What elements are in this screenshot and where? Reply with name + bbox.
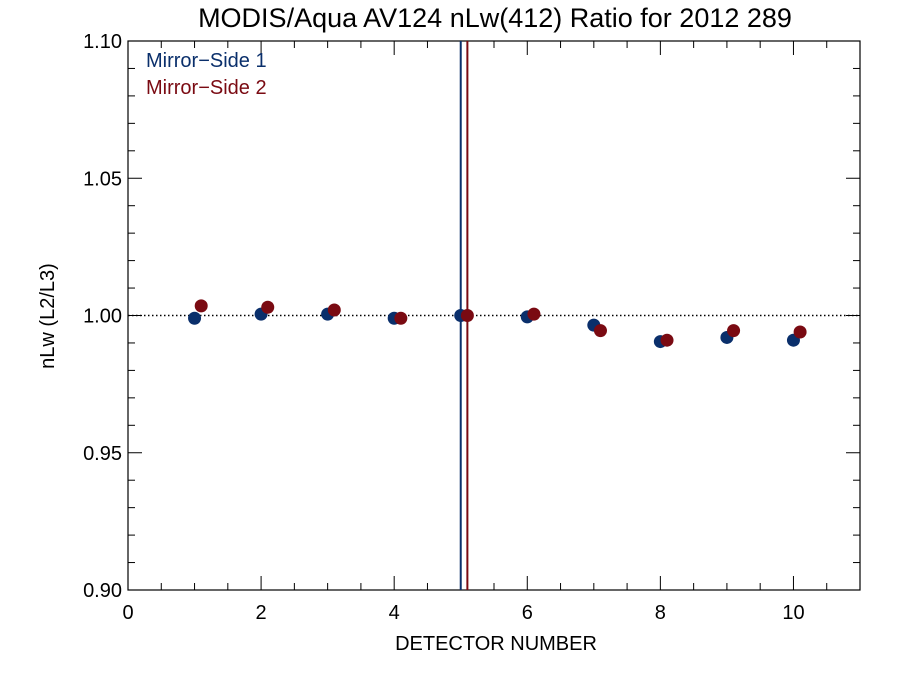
data-point-series-2 [460, 309, 474, 322]
data-point-series-2 [261, 300, 275, 314]
data-point-series-2 [327, 303, 341, 317]
x-tick-label: 4 [389, 602, 400, 624]
plot-frame [127, 40, 861, 591]
y-axis-label: nLw (L2/L3) [37, 263, 59, 369]
data-point-series-2 [593, 324, 607, 338]
y-tick-label: 1.05 [83, 168, 122, 190]
x-tick-label: 2 [256, 602, 267, 624]
data-points [188, 299, 807, 349]
data-point-series-2 [194, 299, 208, 313]
x-tick-label: 8 [655, 602, 666, 624]
legend-entry: Mirror−Side 2 [146, 77, 267, 99]
legend: Mirror−Side 1 Mirror−Side 2 [146, 50, 267, 99]
y-tick-label: 0.90 [83, 580, 122, 602]
data-point-series-1 [188, 311, 202, 325]
x-tick-label: 6 [522, 602, 533, 624]
y-tick-label: 1.10 [83, 31, 122, 53]
data-point-series-2 [793, 325, 807, 339]
legend-entry: Mirror−Side 1 [146, 50, 267, 72]
data-point-series-2 [394, 311, 408, 325]
data-point-series-2 [527, 307, 541, 321]
data-point-series-2 [727, 324, 741, 338]
x-axis-label: DETECTOR NUMBER [395, 633, 597, 655]
ticks: 0 2 4 6 8 10 0.90 0.95 1.00 1.05 1.10 [83, 31, 861, 624]
y-tick-label: 0.95 [83, 443, 122, 465]
x-tick-label: 10 [782, 602, 804, 624]
chart-title: MODIS/Aqua AV124 nLw(412) Ratio for 2012… [198, 3, 792, 33]
data-point-series-2 [660, 333, 674, 347]
y-tick-label: 1.00 [83, 306, 122, 328]
x-tick-label: 0 [122, 602, 133, 624]
axes [127, 40, 861, 591]
